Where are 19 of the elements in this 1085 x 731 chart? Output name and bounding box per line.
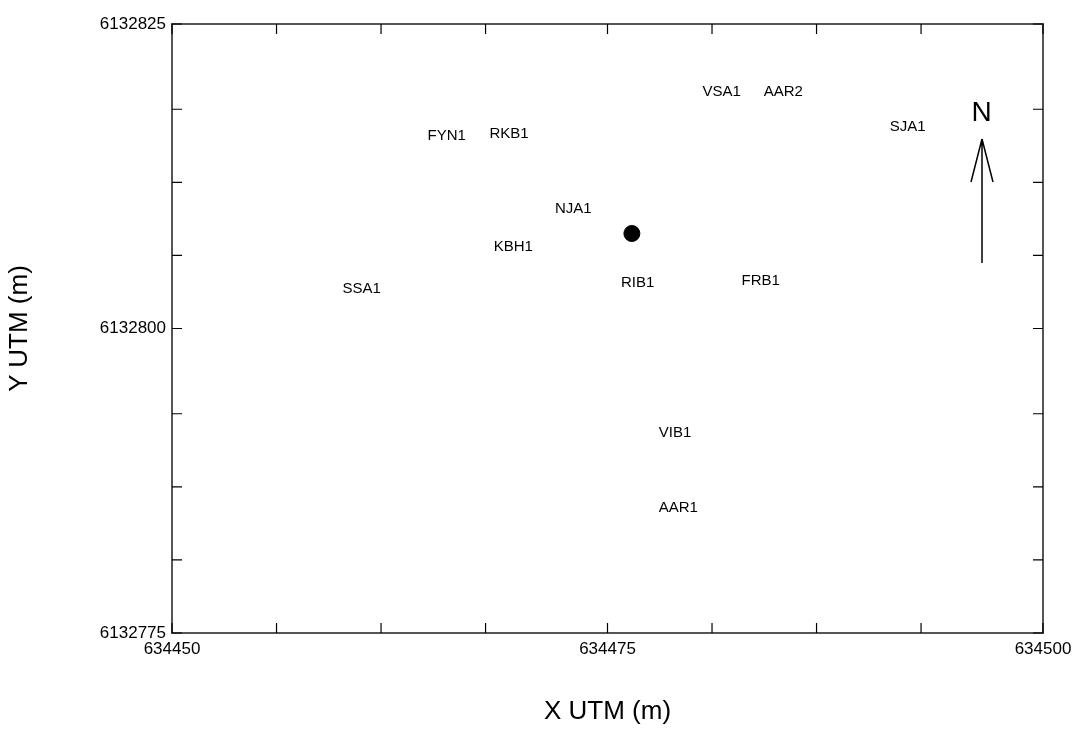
annotation: FYN1 <box>426 126 467 144</box>
x-axis-title: X UTM (m) <box>543 694 672 725</box>
x-tick-label: 634475 <box>579 638 636 658</box>
annotation: RKB1 <box>488 124 530 143</box>
annotation: NJA1 <box>553 198 593 217</box>
y-tick-label: 6132800 <box>99 318 166 338</box>
annotation: SJA1 <box>888 117 927 135</box>
y-axis-title: Y UTM (m) <box>2 265 33 392</box>
annotation: SSA1 <box>341 278 382 297</box>
annotation: VIB1 <box>657 422 693 441</box>
annotation: AAR2 <box>762 82 804 100</box>
annotation: RIB1 <box>620 272 656 291</box>
annotation: KBH1 <box>492 237 534 255</box>
annotation: FRB1 <box>740 271 781 289</box>
annotation: N <box>970 94 993 129</box>
x-tick-label: 634500 <box>1014 638 1072 658</box>
annotation: VSA1 <box>701 82 742 100</box>
y-tick-label: 6132825 <box>99 13 166 33</box>
annotation: AAR1 <box>657 498 699 517</box>
